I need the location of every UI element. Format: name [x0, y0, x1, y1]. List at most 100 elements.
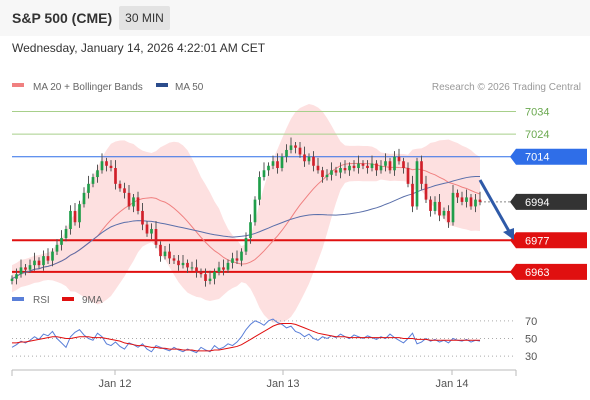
- candle: [357, 155, 360, 174]
- candle: [100, 153, 104, 174]
- candle: [352, 160, 356, 172]
- candle: [285, 144, 288, 163]
- candle: [442, 207, 446, 219]
- chart-datetime: Wednesday, January 14, 2026 4:22:01 AM C…: [12, 41, 266, 55]
- rsi-ma-legend-swatch: [62, 297, 74, 301]
- pivot-label-box: [510, 148, 587, 165]
- candle: [226, 259, 230, 274]
- candle: [195, 259, 198, 278]
- candle: [280, 153, 284, 172]
- projection-arrow: [478, 179, 512, 234]
- candle: [24, 264, 27, 276]
- ma20-legend-label: MA 20 + Bollinger Bands: [33, 82, 143, 93]
- candle: [402, 157, 405, 174]
- candle: [321, 166, 324, 183]
- candle: [33, 252, 36, 271]
- x-tick-label: Jan 13: [266, 378, 299, 390]
- candle: [451, 184, 455, 226]
- candle: [181, 254, 185, 269]
- candle: [186, 259, 189, 274]
- candle: [177, 254, 180, 271]
- candle: [316, 157, 320, 174]
- candle: [78, 200, 81, 228]
- candle: [420, 155, 423, 190]
- rsi-legend-swatch: [12, 297, 24, 301]
- candle: [267, 162, 270, 176]
- candle: [19, 259, 23, 278]
- candle: [172, 254, 176, 265]
- interval-badge[interactable]: 30 MIN: [119, 6, 170, 30]
- candle: [289, 137, 293, 154]
- rsi-ma-legend-label: 9MA: [82, 295, 103, 306]
- rsi-ma-line: [12, 322, 480, 352]
- candle: [388, 157, 392, 174]
- support-label: 6977: [525, 235, 549, 247]
- candle: [307, 153, 311, 165]
- candle: [294, 142, 297, 154]
- candle: [361, 160, 365, 170]
- candle: [168, 243, 171, 265]
- candle: [235, 250, 239, 265]
- candle: [339, 162, 342, 179]
- candle: [199, 268, 203, 278]
- candle: [51, 248, 54, 267]
- candle: [37, 257, 41, 269]
- candle: [64, 225, 68, 242]
- candle: [460, 191, 464, 206]
- pivot-label: 7014: [525, 152, 549, 164]
- ma50-legend-label: MA 50: [175, 82, 204, 93]
- candle: [145, 221, 149, 237]
- candle: [330, 162, 333, 181]
- candle: [73, 203, 77, 226]
- candle: [474, 194, 477, 213]
- bollinger-band: [12, 104, 480, 323]
- candle: [375, 160, 378, 176]
- support-label: 6963: [525, 267, 549, 279]
- projection-arrowhead: [503, 228, 514, 240]
- candle: [429, 196, 432, 217]
- candle: [334, 166, 338, 176]
- candle: [325, 169, 329, 181]
- candle: [141, 203, 144, 231]
- candle: [87, 175, 90, 199]
- candle: [28, 259, 32, 274]
- candle: [465, 189, 468, 208]
- candle: [253, 196, 257, 226]
- candle: [433, 196, 437, 215]
- candle: [60, 230, 63, 251]
- candle: [258, 171, 261, 206]
- candle: [456, 189, 459, 204]
- candle: [136, 191, 140, 215]
- candle: [249, 214, 252, 244]
- rsi-line: [11, 318, 481, 354]
- candle: [469, 194, 473, 210]
- candle: [438, 194, 441, 222]
- copyright-text: Research © 2026 Trading Central: [432, 82, 581, 93]
- candle: [447, 205, 450, 228]
- candle: [105, 157, 108, 172]
- ma50-legend-swatch: [156, 83, 168, 87]
- candle: [91, 173, 95, 188]
- chart-header: S&P 500 (CME) 30 MIN: [0, 0, 590, 36]
- candle: [406, 162, 410, 188]
- last-label-box: [510, 193, 587, 210]
- candle: [127, 184, 131, 210]
- candle: [384, 153, 387, 172]
- candle: [222, 259, 225, 276]
- candle: [118, 180, 122, 192]
- candle: [163, 245, 167, 260]
- rsi-tick-label: 50: [525, 334, 537, 346]
- candle: [370, 155, 374, 172]
- candle: [154, 221, 158, 249]
- x-tick-label: Jan 14: [435, 378, 468, 390]
- candle: [231, 252, 234, 269]
- candle: [411, 175, 414, 213]
- candle: [109, 160, 113, 172]
- support-label-box: [510, 232, 587, 249]
- resistance-label: 7034: [525, 107, 549, 119]
- candle: [208, 270, 212, 285]
- candle: [69, 205, 72, 235]
- x-tick-label: Jan 12: [98, 378, 131, 390]
- candle: [46, 248, 50, 265]
